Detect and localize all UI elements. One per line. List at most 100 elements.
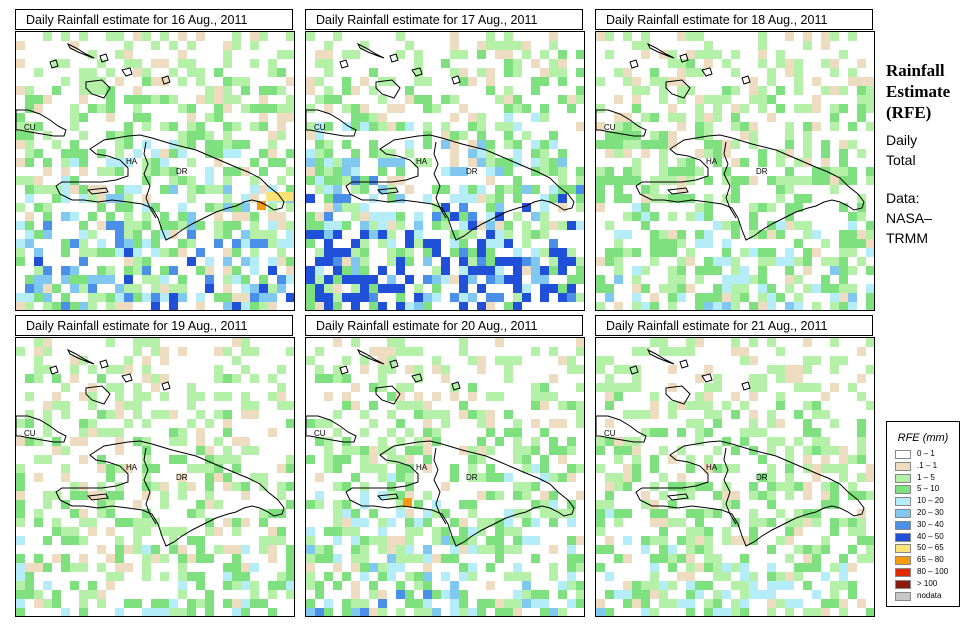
- rain-cell: [169, 266, 178, 275]
- rain-cell: [52, 185, 61, 194]
- rain-cell: [531, 437, 540, 446]
- rain-cell: [423, 194, 432, 203]
- rain-cell: [830, 293, 839, 302]
- rain-cell: [614, 554, 623, 563]
- rain-cell: [558, 293, 567, 302]
- rain-cell: [758, 86, 767, 95]
- rain-cell: [387, 536, 396, 545]
- rain-cell: [722, 563, 731, 572]
- rain-cell: [133, 266, 142, 275]
- rain-cell: [459, 239, 468, 248]
- rain-cell: [106, 68, 115, 77]
- rain-cell: [214, 86, 223, 95]
- rain-cell: [342, 104, 351, 113]
- rain-cell: [151, 59, 160, 68]
- rain-cell: [378, 446, 387, 455]
- rain-cell: [441, 257, 450, 266]
- rain-cell: [659, 590, 668, 599]
- rain-cell: [839, 266, 848, 275]
- rain-cell: [740, 356, 749, 365]
- rain-cell: [504, 374, 513, 383]
- rain-cell: [522, 491, 531, 500]
- rain-cell: [605, 500, 614, 509]
- rain-cell: [241, 302, 250, 310]
- rain-cell: [268, 581, 277, 590]
- cuba-label: CU: [604, 429, 616, 438]
- rain-cell: [632, 77, 641, 86]
- rain-cell: [522, 239, 531, 248]
- rain-cell: [513, 509, 522, 518]
- rain-cell: [97, 374, 106, 383]
- rain-cell: [686, 509, 695, 518]
- rain-cell: [432, 185, 441, 194]
- rain-cell: [641, 140, 650, 149]
- rain-cell: [205, 590, 214, 599]
- rain-cell: [387, 176, 396, 185]
- rain-cell: [839, 599, 848, 608]
- rain-cell: [650, 113, 659, 122]
- rain-cell: [178, 32, 187, 41]
- rain-cell: [432, 392, 441, 401]
- rain-cell: [196, 410, 205, 419]
- rain-cell: [324, 248, 333, 257]
- rain-cell: [241, 257, 250, 266]
- rain-cell: [306, 536, 315, 545]
- rain-cell: [241, 581, 250, 590]
- rain-cell: [758, 266, 767, 275]
- rain-cell: [632, 347, 641, 356]
- legend-row: 65 – 80: [887, 554, 959, 566]
- rain-cell: [43, 428, 52, 437]
- rain-cell: [686, 590, 695, 599]
- rain-cell: [504, 95, 513, 104]
- rain-cell: [596, 383, 605, 392]
- rain-cell: [794, 104, 803, 113]
- rain-cell: [857, 536, 866, 545]
- rain-cell: [686, 419, 695, 428]
- legend-row: 30 – 40: [887, 519, 959, 531]
- rain-cell: [659, 284, 668, 293]
- rain-cell: [486, 203, 495, 212]
- rain-cell: [821, 455, 830, 464]
- rain-cell: [731, 563, 740, 572]
- rain-cell: [187, 131, 196, 140]
- rain-cell: [286, 464, 294, 473]
- rain-cell: [677, 266, 686, 275]
- rain-cell: [776, 185, 785, 194]
- rain-cell: [857, 554, 866, 563]
- rain-cell: [695, 131, 704, 140]
- rain-cell: [776, 482, 785, 491]
- rain-cell: [286, 257, 294, 266]
- rain-cell: [306, 230, 315, 239]
- rain-cell: [360, 248, 369, 257]
- rain-cell: [677, 275, 686, 284]
- rain-cell: [61, 185, 70, 194]
- rain-cell: [441, 275, 450, 284]
- rain-cell: [286, 401, 294, 410]
- rain-cell: [848, 518, 857, 527]
- rain-cell: [133, 59, 142, 68]
- rain-cell: [187, 572, 196, 581]
- rain-cell: [821, 176, 830, 185]
- rain-cell: [722, 482, 731, 491]
- rain-cell: [79, 275, 88, 284]
- rain-cell: [43, 158, 52, 167]
- rain-cell: [731, 464, 740, 473]
- rain-cell: [848, 122, 857, 131]
- rain-cell: [115, 302, 124, 310]
- rain-cell: [803, 140, 812, 149]
- rain-cell: [812, 230, 821, 239]
- rain-cell: [776, 59, 785, 68]
- rain-cell: [576, 554, 584, 563]
- rain-cell: [522, 536, 531, 545]
- rain-cell: [387, 149, 396, 158]
- rain-cell: [151, 167, 160, 176]
- rain-cell: [342, 266, 351, 275]
- rain-cell: [740, 563, 749, 572]
- rain-cell: [97, 86, 106, 95]
- rain-cell: [623, 581, 632, 590]
- rain-cell: [268, 545, 277, 554]
- rain-cell: [486, 563, 495, 572]
- rain-cell: [857, 86, 866, 95]
- rain-cell: [423, 401, 432, 410]
- rain-cell: [668, 401, 677, 410]
